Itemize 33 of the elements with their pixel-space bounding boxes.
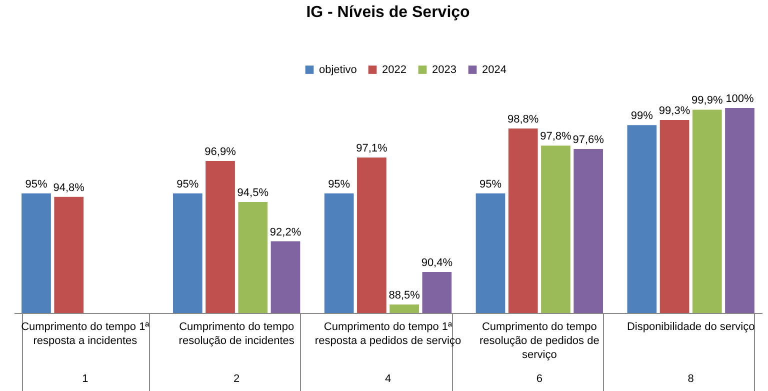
- legend-label: objetivo: [319, 64, 357, 76]
- data-label: 95%: [25, 178, 48, 190]
- x-tick-label: Cumprimento do tempo 1ª resposta a incidentes: [21, 321, 150, 347]
- data-label: 99,3%: [658, 104, 690, 117]
- x-tick-label: Cumprimento do tempo 1ª resposta a pedidos de serviço: [314, 321, 462, 347]
- data-label: 92,2%: [270, 226, 302, 238]
- text: 4: [384, 373, 392, 385]
- legend-label: 2022: [382, 64, 406, 76]
- x-tick-label: Disponibilidade do serviço: [626, 321, 755, 333]
- data-label: 90,4%: [421, 257, 453, 269]
- data-label: 95%: [328, 178, 350, 190]
- data-label: 96,9%: [204, 146, 236, 158]
- text: 2: [234, 373, 240, 385]
- x-tick-label: Cumprimento do tempo resolução de incidentes: [178, 321, 295, 347]
- data-label: 94,8%: [53, 182, 85, 194]
- legend-label: 2024: [482, 64, 506, 76]
- data-label: 97,6%: [572, 134, 604, 146]
- text: 1: [82, 373, 88, 385]
- data-label: 97,8%: [540, 130, 572, 143]
- x-tick-label: Cumprimento do tempo resolução de pedidos de serviço: [479, 321, 600, 361]
- legend-label: 2023: [432, 64, 456, 76]
- data-label: 99,9%: [692, 94, 723, 107]
- chart-title: IG - Níveis de Serviço: [306, 4, 470, 21]
- data-label: 88,5%: [388, 289, 420, 302]
- data-label: 97,1%: [356, 142, 388, 155]
- text: 6: [536, 373, 542, 385]
- data-label: 94,5%: [237, 186, 269, 199]
- data-label: 100%: [726, 93, 754, 105]
- data-label: 99%: [630, 110, 654, 122]
- data-label: 95%: [479, 178, 502, 190]
- data-label: 95%: [176, 178, 199, 190]
- text: 8: [688, 373, 694, 385]
- data-label: 98,8%: [508, 114, 539, 126]
